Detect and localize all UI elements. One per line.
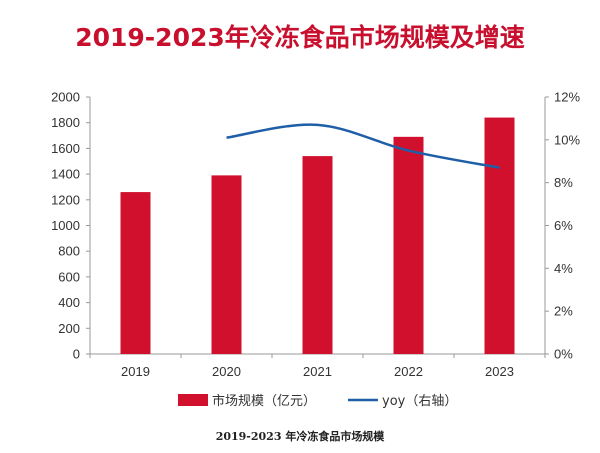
y-right-tick-label: 6% <box>554 218 573 233</box>
y-right-tick-label: 8% <box>554 175 573 190</box>
legend-swatch-bar <box>178 394 208 406</box>
x-tick-label: 2021 <box>303 364 332 379</box>
y-right-tick-label: 10% <box>554 132 580 147</box>
bar <box>484 117 515 354</box>
yoy-series-line <box>226 123 500 169</box>
chart-title: 2019-2023年冷冻食品市场规模及增速 <box>75 23 525 52</box>
y-left-tick-label: 200 <box>58 321 80 336</box>
y-right-tick-label: 4% <box>554 261 573 276</box>
legend-label-bar: 市场规模（亿元） <box>212 393 316 409</box>
y-left-tick-label: 1200 <box>51 192 80 207</box>
y-right-tick-label: 2% <box>554 304 573 319</box>
x-tick-label: 2022 <box>394 364 423 379</box>
y-left-tick-label: 0 <box>73 347 80 362</box>
bar <box>302 156 333 354</box>
y-left-tick-label: 1600 <box>51 141 80 156</box>
y-right-tick-label: 12% <box>554 90 580 105</box>
y-left-tick-label: 1800 <box>51 115 80 130</box>
x-tick-label: 2019 <box>121 364 150 379</box>
y-left-tick-label: 400 <box>58 295 80 310</box>
y-left-tick-label: 600 <box>58 269 80 284</box>
y-left-tick-label: 1400 <box>51 167 80 182</box>
bar <box>211 175 242 354</box>
figure-caption: 2019-2023 年冷冻食品市场规模 <box>215 430 385 443</box>
y-left-tick-label: 1000 <box>51 218 80 233</box>
y-left-tick-label: 800 <box>58 244 80 259</box>
x-tick-label: 2020 <box>212 364 241 379</box>
bar <box>120 192 151 354</box>
y-left-tick-label: 2000 <box>51 90 80 105</box>
legend-label-line: yoy（右轴） <box>382 394 457 409</box>
bar <box>393 136 424 354</box>
y-right-tick-label: 0% <box>554 347 573 362</box>
x-tick-label: 2023 <box>485 364 514 379</box>
